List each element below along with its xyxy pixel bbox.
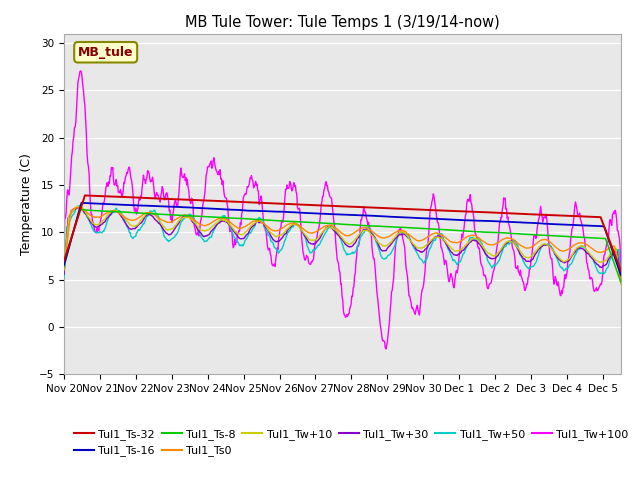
Title: MB Tule Tower: Tule Temps 1 (3/19/14-now): MB Tule Tower: Tule Temps 1 (3/19/14-now… — [185, 15, 500, 30]
Y-axis label: Temperature (C): Temperature (C) — [20, 153, 33, 255]
Text: MB_tule: MB_tule — [78, 46, 133, 59]
Legend: Tul1_Ts-32, Tul1_Ts-16, Tul1_Ts-8, Tul1_Ts0, Tul1_Tw+10, Tul1_Tw+30, Tul1_Tw+50,: Tul1_Ts-32, Tul1_Ts-16, Tul1_Ts-8, Tul1_… — [70, 425, 633, 461]
